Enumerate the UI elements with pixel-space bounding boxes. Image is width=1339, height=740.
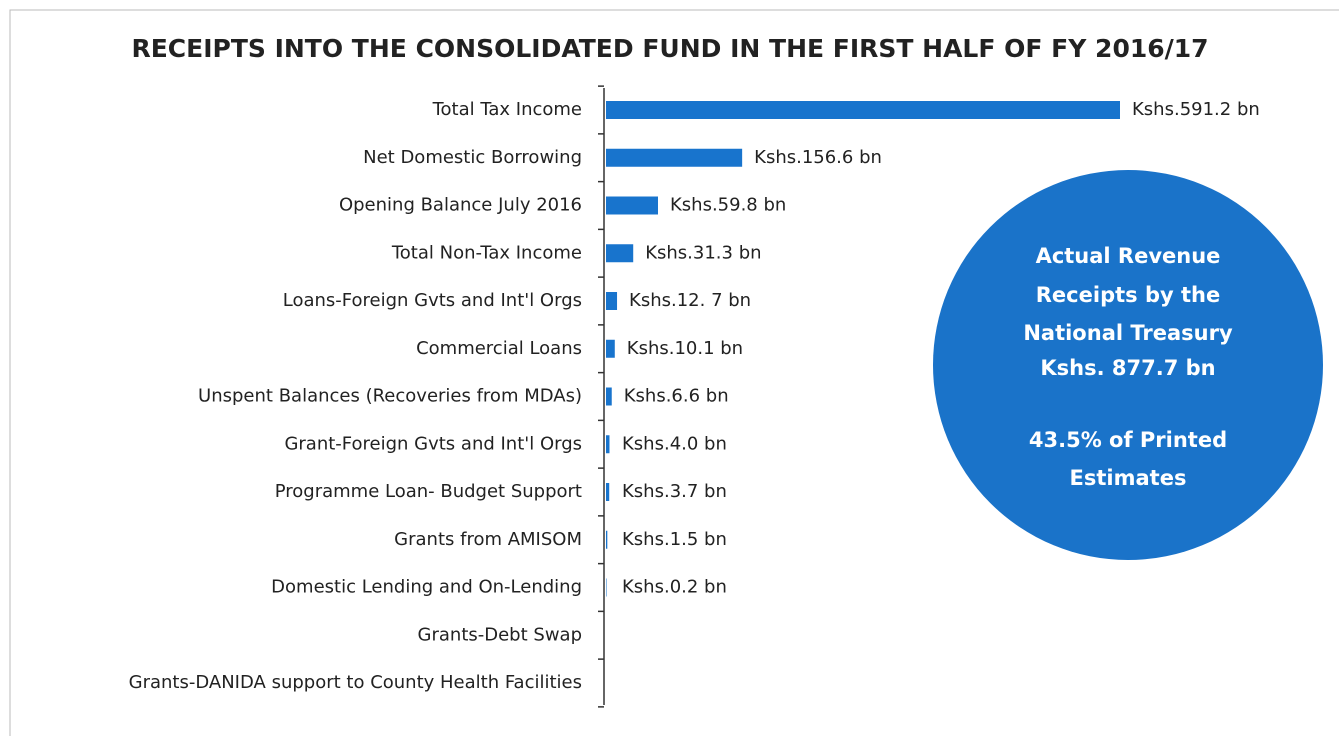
bar: [606, 339, 615, 358]
category-label: Unspent Balances (Recoveries from MDAs): [198, 386, 582, 407]
category-label: Grants-Debt Swap: [418, 624, 582, 645]
chart-title: RECEIPTS INTO THE CONSOLIDATED FUND IN T…: [131, 34, 1208, 63]
annotation-text: National Treasury: [1023, 321, 1233, 345]
bar: [606, 196, 658, 215]
bar: [606, 292, 618, 310]
bar: [606, 435, 610, 454]
bar: [606, 101, 1120, 119]
category-label: Programme Loan- Budget Support: [275, 481, 582, 502]
bar: [606, 387, 612, 406]
value-label: Kshs.6.6 bn: [624, 386, 729, 407]
frame: [9, 9, 1339, 740]
annotation-text: 43.5% of Printed: [1029, 428, 1227, 452]
bar: [606, 578, 607, 597]
category-label: Net Domestic Borrowing: [363, 147, 582, 168]
value-label: Kshs.31.3 bn: [645, 242, 761, 263]
value-label: Kshs.1.5 bn: [622, 529, 727, 550]
category-label: Loans-Foreign Gvts and Int'l Orgs: [283, 290, 582, 311]
category-label: Total Non-Tax Income: [391, 242, 582, 263]
annotation-text: Estimates: [1070, 466, 1187, 490]
value-label: Kshs.12. 7 bn: [629, 290, 751, 311]
bar: [606, 244, 634, 263]
value-label: Kshs.156.6 bn: [754, 147, 882, 168]
value-label: Kshs.591.2 bn: [1132, 99, 1260, 120]
bar: [606, 483, 610, 501]
value-label: Kshs.59.8 bn: [670, 195, 786, 216]
category-label: Grants-DANIDA support to County Health F…: [129, 672, 582, 693]
annotation-circle: [933, 170, 1323, 560]
value-label: Kshs.0.2 bn: [622, 577, 727, 598]
annotation-text: Actual Revenue: [1036, 244, 1221, 268]
category-label: Commercial Loans: [416, 338, 582, 359]
category-label: Total Tax Income: [432, 99, 582, 120]
category-label: Opening Balance July 2016: [339, 195, 582, 216]
category-label: Grants from AMISOM: [394, 529, 582, 550]
value-label: Kshs.3.7 bn: [622, 481, 727, 502]
value-label: Kshs.10.1 bn: [627, 338, 743, 359]
bar: [606, 148, 743, 167]
category-label: Domestic Lending and On-Lending: [271, 577, 582, 598]
category-label: Grant-Foreign Gvts and Int'l Orgs: [284, 433, 582, 454]
bar: [606, 530, 608, 549]
annotation-text: Receipts by the: [1036, 283, 1220, 307]
value-label: Kshs.4.0 bn: [622, 433, 727, 454]
annotation-text: Kshs. 877.7 bn: [1040, 356, 1215, 380]
